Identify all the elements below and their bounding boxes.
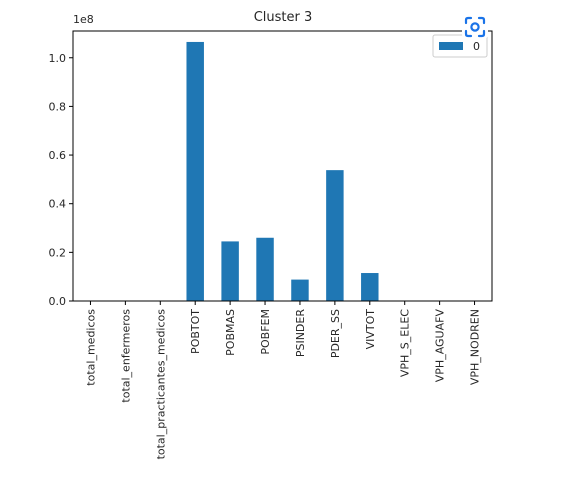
x-tick-label: PSINDER xyxy=(294,309,307,358)
y-offset-label: 1e8 xyxy=(73,13,94,26)
bar-pobtot xyxy=(186,41,204,301)
x-tick-label: POBFEM xyxy=(259,309,272,355)
x-tick-label: POBTOT xyxy=(189,309,202,354)
legend-label: 0 xyxy=(473,40,480,53)
bar-pder-ss xyxy=(326,170,344,301)
x-ticks-group: total_medicos total_enfermeros total_pract… xyxy=(84,301,482,460)
y-tick-label: 0.2 xyxy=(49,246,67,259)
bar-pobmas xyxy=(221,241,239,301)
axes-group xyxy=(72,30,493,302)
plot-frame xyxy=(72,30,493,302)
x-tick-label: VPH_NODREN xyxy=(469,309,482,385)
y-tick-label: 0.0 xyxy=(49,295,67,308)
y-tick-label: 0.6 xyxy=(49,149,67,162)
y-tick-label: 0.4 xyxy=(49,198,67,211)
x-tick-label: VPH_S_ELEC xyxy=(399,309,412,377)
bar-vivtot xyxy=(361,273,379,301)
y-ticks-group: 0.0 0.2 0.4 0.6 0.8 1.0 xyxy=(49,52,73,308)
lens-button[interactable] xyxy=(462,14,488,40)
y-tick-label: 0.8 xyxy=(49,100,67,113)
x-tick-label: POBMAS xyxy=(224,309,237,356)
chart-title: Cluster 3 xyxy=(254,10,313,25)
x-tick-label: total_practicantes_medicos xyxy=(154,309,167,460)
y-tick-label: 1.0 xyxy=(49,52,67,65)
bar-psinder xyxy=(291,279,309,301)
x-tick-label: total_enfermeros xyxy=(119,309,132,403)
legend-swatch xyxy=(439,42,463,50)
lens-icon xyxy=(464,16,486,38)
x-tick-label: PDER_SS xyxy=(329,309,342,358)
x-tick-label: total_medicos xyxy=(84,309,97,386)
bars-group xyxy=(186,41,379,301)
bar-pobfem xyxy=(256,237,274,301)
legend: 0 xyxy=(432,34,488,58)
x-tick-label: VIVTOT xyxy=(364,309,377,350)
x-tick-label: VPH_AGUAFV xyxy=(434,309,447,383)
